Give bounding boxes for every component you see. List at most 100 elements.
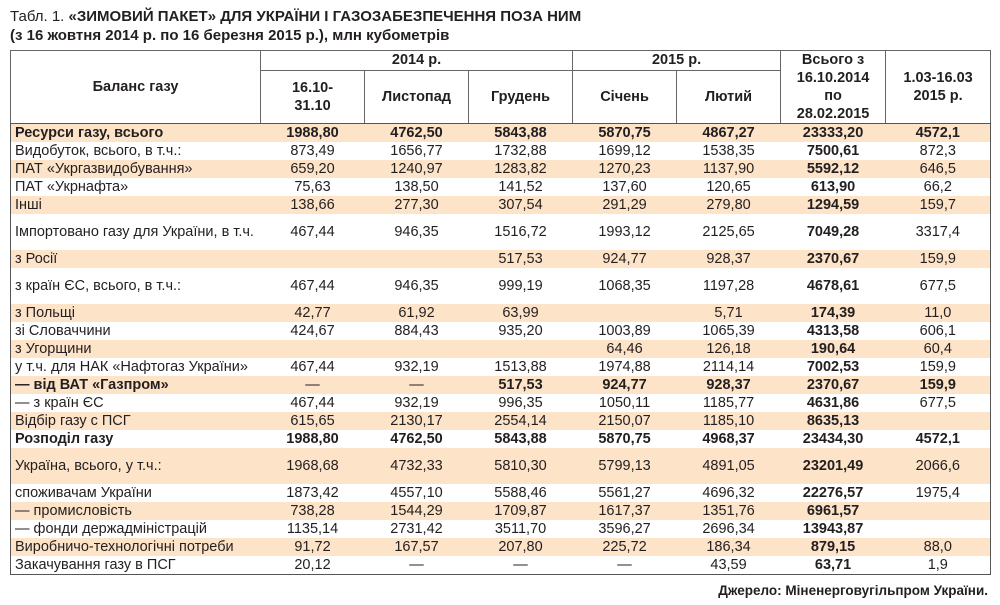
cell-value: 4313,58 — [806, 323, 860, 339]
cell-value: 1516,72 — [494, 224, 547, 240]
row-label: з Росії — [10, 250, 261, 268]
cell-value: 1065,39 — [702, 323, 755, 339]
cell-value: 61,92 — [364, 304, 469, 322]
cell-value: 424,67 — [290, 323, 335, 339]
cell-value: 20,12 — [294, 557, 331, 573]
cell-value: 1135,14 — [286, 521, 339, 537]
cell-value: 190,64 — [780, 340, 886, 358]
table-row: Закачування газу в ПСГ 20,12 — — — 43,59 63,71… — [11, 556, 991, 575]
cell-value: 1656,77 — [390, 143, 443, 159]
cell-value: 5870,75 — [598, 431, 651, 447]
cell-value: — — [617, 557, 632, 573]
cell-value: 91,72 — [260, 538, 365, 556]
cell-value: 1699,12 — [598, 143, 651, 159]
header-month: Грудень — [467, 69, 574, 125]
cell-value: 1185,10 — [676, 412, 781, 430]
cell-value: 42,77 — [260, 304, 365, 322]
cell-value — [572, 304, 677, 322]
cell-value: 2114,14 — [702, 359, 755, 375]
cell-value: 946,35 — [394, 278, 439, 294]
cell-value: 13943,87 — [802, 521, 864, 537]
source-note: Джерело: Міненерговугільпром України. — [718, 583, 988, 598]
cell-value: 4968,37 — [702, 431, 755, 447]
cell-value: 279,80 — [676, 196, 781, 214]
cell-value: 1975,4 — [915, 485, 960, 501]
cell-value: 159,9 — [885, 250, 991, 268]
cell-value: 7049,28 — [806, 224, 860, 240]
table-row: Україна, всього, у т.ч.: 1968,68 4732,33 58… — [10, 448, 991, 484]
cell-value: 5810,30 — [468, 448, 573, 484]
cell-value: 167,57 — [364, 538, 469, 556]
table-row: з країн ЄС, всього, в т.ч.: 467,44 946,35 9… — [11, 268, 991, 304]
cell-value: 6961,57 — [780, 502, 886, 520]
table-row: з Росії 517,53 924,77 928,37 2370,67 159,9 — [10, 250, 991, 268]
table-row: Імпортовано газу для України, в т.ч. 467,… — [11, 214, 991, 250]
table-number: Табл. 1. — [10, 8, 65, 25]
row-label: з Угорщини — [10, 340, 261, 358]
cell-value: 7500,61 — [806, 143, 860, 159]
cell-value: 4557,10 — [390, 485, 443, 501]
row-label: Закачування газу в ПСГ — [15, 557, 176, 573]
header-year-2014: 2014 р. — [259, 50, 574, 71]
cell-value: — — [409, 557, 424, 573]
table-row: — фонди держадміністрацій 1135,14 2731,42 3… — [11, 520, 991, 538]
cell-value: 120,65 — [706, 179, 751, 195]
cell-value: 659,20 — [260, 160, 365, 178]
cell-value: 4762,50 — [390, 431, 443, 447]
row-label: з країн ЄС, всього, в т.ч.: — [15, 278, 182, 294]
table-row: у т.ч. для НАК «Нафтогаз України» 467,44 9… — [11, 358, 991, 376]
cell-value: 879,15 — [780, 538, 886, 556]
cell-value: 946,35 — [394, 224, 439, 240]
header-month: Листопад — [364, 69, 469, 125]
cell-value: 1283,82 — [468, 160, 573, 178]
cell-value: 126,18 — [676, 340, 781, 358]
cell-value: 517,53 — [468, 376, 573, 394]
cell-value: 5870,75 — [572, 123, 677, 142]
cell-value: 5799,13 — [572, 448, 677, 484]
table-row: Відбір газу с ПСГ 615,65 2130,17 2554,14 215… — [10, 412, 991, 430]
cell-value: 4696,32 — [702, 485, 755, 501]
table-row: Ресурси газу, всього 1988,80 4762,50 5843,8… — [10, 123, 991, 142]
row-label: — від ВАТ «Газпром» — [10, 376, 261, 394]
table-row: — промисловість 738,28 1544,29 1709,87 1617,… — [10, 502, 991, 520]
cell-value: 1544,29 — [364, 502, 469, 520]
cell-value: — — [513, 557, 528, 573]
cell-value: 23333,20 — [780, 123, 886, 142]
cell-value: 1240,97 — [364, 160, 469, 178]
cell-value: 1185,77 — [702, 395, 755, 411]
cell-value: 186,34 — [676, 538, 781, 556]
cell-value — [468, 340, 573, 358]
table-title: Табл. 1. «ЗИМОВИЙ ПАКЕТ» ДЛЯ УКРАЇНИ І Г… — [10, 7, 581, 26]
cell-value: 23201,49 — [780, 448, 886, 484]
cell-value: 138,66 — [260, 196, 365, 214]
table-row: Розподіл газу 1988,80 4762,50 5843,88 5870,7… — [11, 430, 991, 448]
cell-value: 64,46 — [572, 340, 677, 358]
cell-value: 606,1 — [919, 323, 956, 339]
cell-value: 935,20 — [498, 323, 543, 339]
cell-value: 1617,37 — [572, 502, 677, 520]
cell-value: 277,30 — [364, 196, 469, 214]
cell-value: 2696,34 — [702, 521, 755, 537]
cell-value: 4572,1 — [885, 123, 991, 142]
cell-value: 1974,88 — [598, 359, 651, 375]
cell-value: 4572,1 — [915, 431, 960, 447]
table-row: з Угорщини 64,46 126,18 190,64 60,4 — [10, 340, 991, 358]
header-balance: Баланс газу — [10, 50, 261, 124]
cell-value: 207,80 — [468, 538, 573, 556]
cell-value: 2370,67 — [780, 376, 886, 394]
cell-value: 615,65 — [260, 412, 365, 430]
cell-value: 996,35 — [498, 395, 543, 411]
cell-value: 873,49 — [290, 143, 335, 159]
cell-value: 467,44 — [290, 359, 335, 375]
cell-value: 63,71 — [814, 557, 852, 573]
cell-value: 2731,42 — [390, 521, 443, 537]
row-label: Імпортовано газу для України, в т.ч. — [15, 224, 254, 240]
cell-value: 1513,88 — [494, 359, 547, 375]
table-row: — від ВАТ «Газпром» — —517,53 924,77 928,37 2… — [10, 376, 991, 394]
cell-value: — — [364, 376, 469, 394]
cell-value: 159,7 — [885, 196, 991, 214]
cell-value: 928,37 — [676, 376, 781, 394]
cell-value: 1988,80 — [286, 431, 339, 447]
cell-value: 291,29 — [572, 196, 677, 214]
table-row: — з країн ЄС 467,44 932,19 996,35 1050,11 118… — [11, 394, 991, 412]
